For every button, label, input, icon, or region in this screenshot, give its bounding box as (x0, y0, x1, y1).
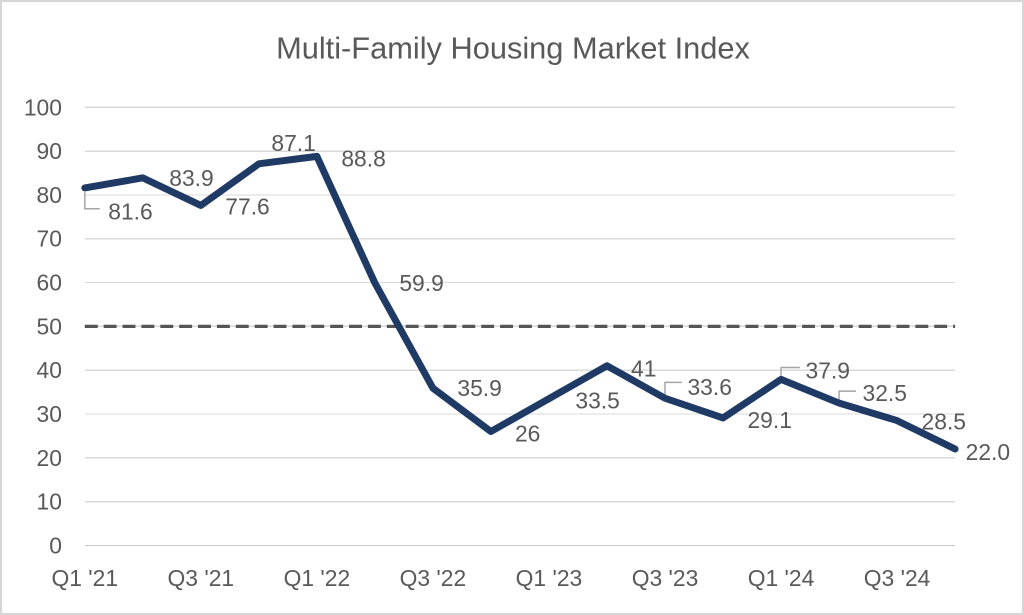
y-tick-label-30: 30 (37, 401, 62, 427)
y-tick-label-90: 90 (37, 138, 62, 164)
data-label-5: 59.9 (399, 270, 443, 296)
y-tick-label-10: 10 (37, 489, 62, 515)
x-tick-label-0: Q1 '21 (51, 565, 118, 591)
y-tick-label-0: 0 (49, 532, 62, 558)
data-series-line (81, 152, 959, 453)
y-tick-label-100: 100 (24, 94, 62, 120)
data-label-13: 32.5 (863, 380, 907, 406)
data-label-8: 33.5 (575, 388, 619, 414)
y-tick-label-50: 50 (37, 313, 62, 339)
data-label-2: 77.6 (225, 193, 269, 219)
data-point-labels: 81.6 83.9 77.6 87.1 88.8 59.9 35.9 26 33.5 41 33.6… (108, 130, 1010, 465)
series-polyline (81, 152, 959, 453)
data-label-1: 83.9 (169, 165, 213, 191)
data-label-11: 29.1 (747, 407, 791, 433)
data-label-9: 41 (631, 356, 656, 382)
x-axis-labels: Q1 '21 Q3 '21 Q1 '22 Q3 '22 Q1 '23 Q3 '23 Q1 '… (51, 565, 930, 591)
label-leader-lines (84, 191, 856, 401)
y-axis-labels: 0 10 20 30 40 50 60 70 80 90 100 (24, 94, 62, 558)
data-label-3: 87.1 (271, 130, 315, 156)
y-tick-label-70: 70 (37, 226, 62, 252)
x-tick-label-5: Q3 '23 (632, 565, 699, 591)
data-label-0: 81.6 (108, 199, 152, 225)
leader-line-12 (780, 366, 800, 377)
chart-title: Multi-Family Housing Market Index (276, 31, 750, 66)
x-tick-label-7: Q3 '24 (864, 565, 931, 591)
y-tick-label-80: 80 (37, 182, 62, 208)
data-label-14: 28.5 (922, 409, 966, 435)
leader-line-13 (838, 390, 856, 401)
data-label-12: 37.9 (805, 357, 849, 383)
x-tick-label-2: Q1 '22 (284, 565, 351, 591)
data-label-6: 35.9 (457, 375, 501, 401)
y-tick-label-40: 40 (37, 357, 62, 383)
leader-line-10 (664, 381, 682, 397)
y-tick-label-20: 20 (37, 445, 62, 471)
x-tick-label-6: Q1 '24 (748, 565, 815, 591)
leader-line-0 (84, 191, 100, 210)
x-tick-label-4: Q1 '23 (516, 565, 583, 591)
x-tick-label-3: Q3 '22 (400, 565, 467, 591)
data-label-10: 33.6 (687, 374, 731, 400)
y-tick-label-60: 60 (37, 270, 62, 296)
data-label-4: 88.8 (341, 145, 385, 171)
x-tick-label-1: Q3 '21 (168, 565, 235, 591)
data-label-7: 26 (515, 420, 540, 446)
data-label-15: 22.0 (966, 439, 1010, 465)
